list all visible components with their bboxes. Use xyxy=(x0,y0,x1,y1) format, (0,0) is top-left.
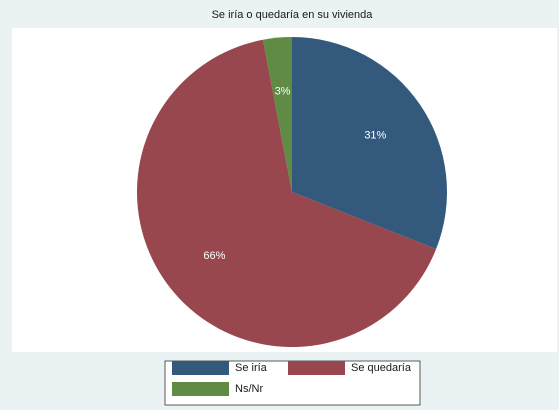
pie-slice xyxy=(136,39,437,347)
legend-label: Se quedaría xyxy=(351,362,412,374)
legend-swatch xyxy=(172,361,229,375)
legend-label: Ns/Nr xyxy=(235,383,263,395)
pie-slice xyxy=(262,37,292,192)
legend-label: Se iría xyxy=(235,362,268,374)
pie-slice xyxy=(292,37,447,250)
slice-label: 3% xyxy=(275,86,291,98)
legend-swatch xyxy=(288,361,345,375)
slice-label: 66% xyxy=(203,250,225,262)
slice-label: 31% xyxy=(364,129,386,141)
legend-swatch xyxy=(172,382,229,396)
chart-title: Se iría o quedaría en su vivienda xyxy=(212,9,374,21)
